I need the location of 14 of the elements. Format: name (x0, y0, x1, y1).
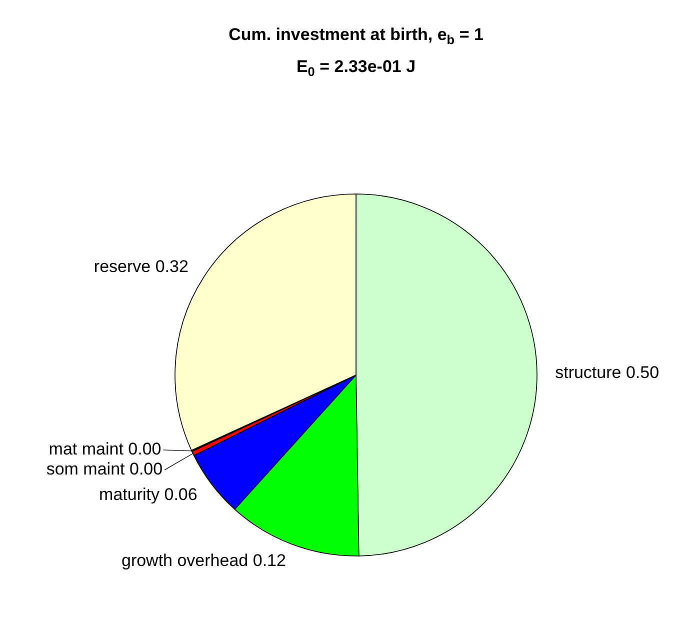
slice-label: reserve (94, 256, 151, 276)
data-label: 0.12 (252, 550, 286, 570)
data-label: 0.32 (155, 256, 188, 276)
slice-label: mat maint (48, 439, 124, 458)
data-label: 0.00 (130, 459, 163, 478)
chart-title: Cum. investment at birth, e$_{b}$ = 1 (228, 25, 484, 47)
data-label: 0.06 (164, 484, 198, 504)
data-label: 0.00 (128, 439, 162, 458)
slice-label: structure (555, 362, 622, 382)
slice-label: som maint (46, 459, 125, 478)
slice-label: growth overhead (121, 550, 248, 570)
chart-subtitle: E$_{0}$ = 2.33e-01 J (296, 57, 416, 79)
slice-label: maturity (99, 484, 160, 504)
data-label: 0.50 (626, 362, 660, 382)
